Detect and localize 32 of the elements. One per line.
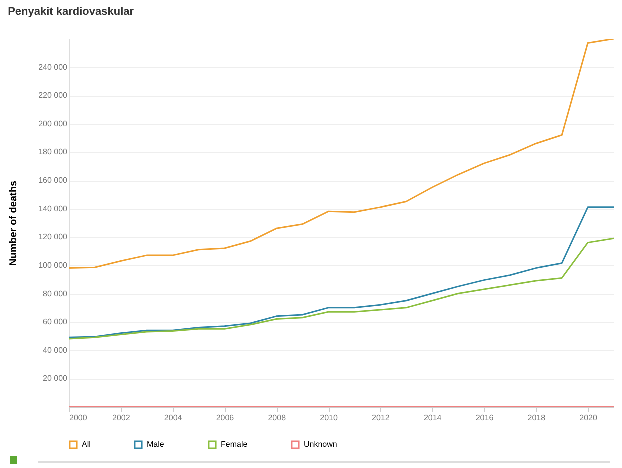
y-tick-label: 240 000 <box>38 62 68 72</box>
y-tick-label: 100 000 <box>38 260 68 270</box>
legend-label: Unknown <box>304 440 338 449</box>
x-tick-label: 2016 <box>476 414 494 422</box>
x-tick-label: 2010 <box>320 414 338 422</box>
y-tick-label: 180 000 <box>38 148 68 157</box>
y-tick-label: 20 000 <box>43 374 68 384</box>
y-tick-label: 160 000 <box>38 176 68 186</box>
line-series <box>69 238 614 340</box>
chart-title: Penyakit kardiovaskular <box>8 6 135 18</box>
x-tick-label: 2000 <box>70 414 88 422</box>
x-tick-label: 2018 <box>528 414 546 422</box>
y-tick-label: 40 000 <box>43 346 68 355</box>
legend-label: Female <box>221 440 248 449</box>
x-tick-label: 2002 <box>112 414 131 422</box>
y-tick-label: 60 000 <box>43 318 68 327</box>
x-tick-label: 2020 <box>580 414 598 422</box>
x-tick-label: 2004 <box>164 414 183 422</box>
legend-label: All <box>82 440 92 449</box>
x-tick-label: 2006 <box>216 414 235 422</box>
x-tick-label: 2014 <box>424 414 442 422</box>
line-series <box>69 206 614 338</box>
line-series <box>69 39 614 270</box>
y-tick-label: 220 000 <box>38 91 68 100</box>
y-tick-label: 140 000 <box>38 204 68 214</box>
legend-label: Male <box>147 440 165 449</box>
y-tick-label: 200 000 <box>38 119 68 128</box>
y-axis-title: Number of deaths <box>8 180 20 266</box>
x-tick-label: 2008 <box>268 414 287 422</box>
x-tick-label: 2012 <box>372 414 390 422</box>
y-tick-label: 120 000 <box>38 232 68 242</box>
y-tick-label: 80 000 <box>43 289 68 298</box>
